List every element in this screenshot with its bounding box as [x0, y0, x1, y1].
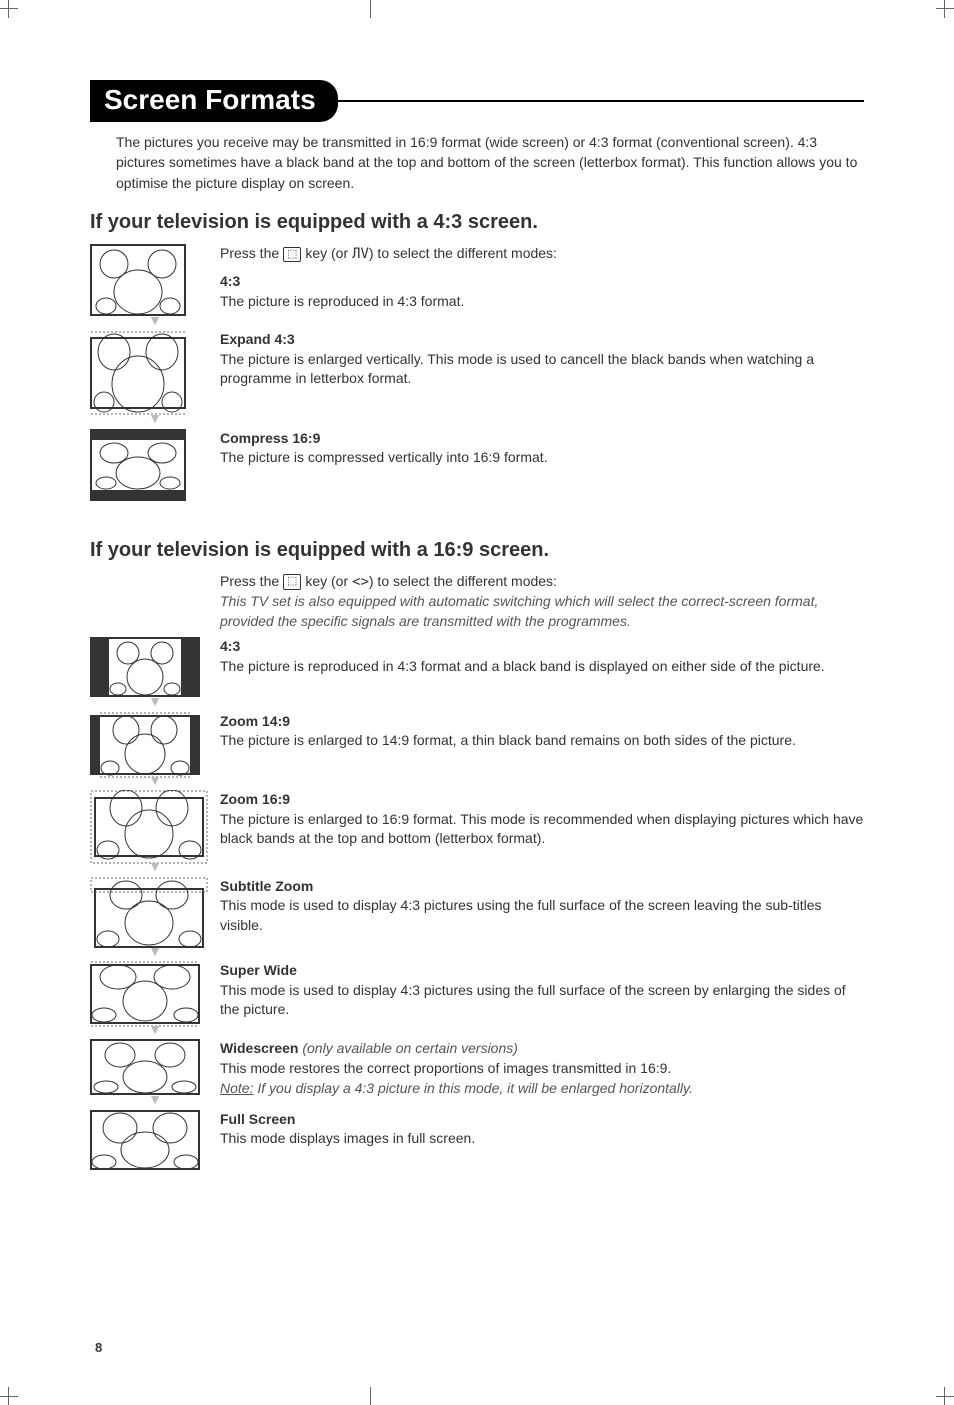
heading-4-3: If your television is equipped with a 4:…	[90, 211, 864, 234]
mode-desc-zoom169: The picture is enlarged to 16:9 format. …	[220, 810, 864, 849]
page-number: 8	[95, 1340, 102, 1355]
mode-label-superwide: Super Wide	[220, 961, 864, 981]
auto-switch-note: This TV set is also equipped with automa…	[220, 592, 864, 631]
mode-label-expand: Expand 4:3	[220, 330, 864, 350]
mode-desc-subtitle: This mode is used to display 4:3 picture…	[220, 896, 864, 935]
mode-label-169-43: 4:3	[220, 637, 864, 657]
mode-label-subtitle: Subtitle Zoom	[220, 877, 864, 897]
intro-text: The pictures you receive may be transmit…	[116, 132, 864, 193]
format-key-icon: ⬚	[283, 574, 301, 589]
mode-label-widescreen-row: Widescreen (only available on certain ve…	[220, 1039, 864, 1059]
mode-desc-169-43: The picture is reproduced in 4:3 format …	[220, 657, 864, 677]
mode-label-4-3: 4:3	[220, 272, 864, 292]
press-line-4-3: Press the ⬚ key (or ЛV) to select the di…	[220, 244, 864, 265]
format-icon-169-4-3: ▼	[90, 637, 220, 705]
mode-desc-superwide: This mode is used to display 4:3 picture…	[220, 981, 864, 1020]
mode-label-compress: Compress 16:9	[220, 429, 864, 449]
format-icon-zoom-14-9: ▼	[90, 712, 220, 784]
format-icon-zoom-16-9: ▼	[90, 790, 220, 870]
mode-label-fullscreen: Full Screen	[220, 1110, 864, 1130]
mode-desc-expand: The picture is enlarged vertically. This…	[220, 350, 864, 389]
format-icon-subtitle-zoom: ▼	[90, 877, 220, 955]
mode-note-widescreen: Note: If you display a 4:3 picture in th…	[220, 1079, 864, 1099]
mode-desc-zoom149: The picture is enlarged to 14:9 format, …	[220, 731, 864, 751]
format-icon-super-wide: ▼	[90, 961, 220, 1033]
format-key-icon: ⬚	[283, 247, 301, 262]
format-icon-expand-4-3: ▼	[90, 330, 220, 422]
press-line-16-9: Press the ⬚ key (or <>) to select the di…	[220, 572, 864, 593]
page-title: Screen Formats	[90, 80, 338, 122]
mode-desc-compress: The picture is compressed vertically int…	[220, 448, 864, 468]
format-icon-full-screen	[90, 1110, 220, 1172]
format-icon-4-3: ▼	[90, 244, 220, 324]
mode-label-zoom169: Zoom 16:9	[220, 790, 864, 810]
mode-desc-widescreen: This mode restores the correct proportio…	[220, 1059, 864, 1079]
format-icon-compress	[90, 429, 220, 503]
mode-desc-4-3: The picture is reproduced in 4:3 format.	[220, 292, 864, 312]
title-rule	[338, 100, 864, 102]
format-icon-widescreen: ▼	[90, 1039, 220, 1103]
title-row: Screen Formats	[90, 80, 864, 122]
mode-label-zoom149: Zoom 14:9	[220, 712, 864, 732]
heading-16-9: If your television is equipped with a 16…	[90, 539, 864, 562]
mode-desc-fullscreen: This mode displays images in full screen…	[220, 1129, 864, 1149]
